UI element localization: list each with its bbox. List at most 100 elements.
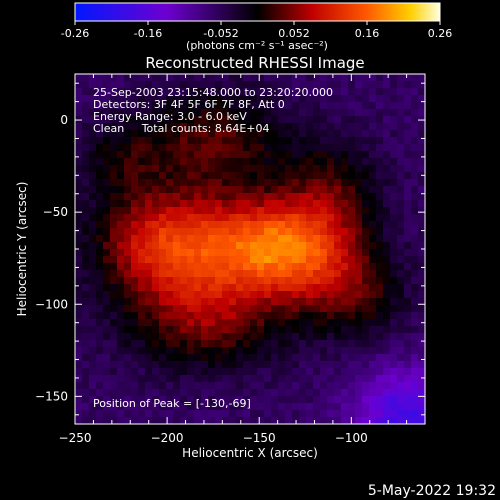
heatmap-cell <box>327 74 335 82</box>
heatmap-cell <box>397 410 405 418</box>
heatmap-cell <box>173 347 181 355</box>
heatmap-cell <box>229 347 237 355</box>
heatmap-cell <box>180 298 188 306</box>
y-tick-label: −100 <box>35 297 68 311</box>
heatmap-cell <box>264 235 272 243</box>
heatmap-cell <box>285 326 293 334</box>
heatmap-cell <box>376 410 384 418</box>
heatmap-cell <box>397 256 405 264</box>
heatmap-cell <box>82 137 90 145</box>
heatmap-cell <box>75 165 83 173</box>
heatmap-cell <box>313 221 321 229</box>
heatmap-cell <box>96 326 104 334</box>
heatmap-cell <box>229 137 237 145</box>
heatmap-cell <box>411 102 419 110</box>
heatmap-cell <box>404 284 412 292</box>
heatmap-cell <box>390 172 398 180</box>
heatmap-cell <box>173 305 181 313</box>
heatmap-cell <box>180 207 188 215</box>
heatmap-cell <box>131 186 139 194</box>
heatmap-cell <box>334 123 342 131</box>
heatmap-cell <box>390 165 398 173</box>
heatmap-cell <box>390 242 398 250</box>
heatmap-cell <box>166 326 174 334</box>
heatmap-cell <box>334 88 342 96</box>
heatmap-cell <box>187 382 195 390</box>
heatmap-cell <box>117 263 125 271</box>
heatmap-cell <box>411 144 419 152</box>
heatmap-cell <box>194 410 202 418</box>
heatmap-cell <box>341 368 349 376</box>
heatmap-cell <box>320 172 328 180</box>
heatmap-cell <box>411 130 419 138</box>
heatmap-cell <box>236 284 244 292</box>
heatmap-cell <box>257 228 265 236</box>
heatmap-cell <box>187 200 195 208</box>
heatmap-cell <box>89 277 97 285</box>
heatmap-cell <box>208 305 216 313</box>
heatmap-cell <box>299 417 307 425</box>
heatmap-cell <box>369 312 377 320</box>
heatmap-cell <box>257 207 265 215</box>
heatmap-cell <box>208 193 216 201</box>
heatmap-cell <box>327 347 335 355</box>
heatmap-cell <box>124 284 132 292</box>
heatmap-cell <box>285 235 293 243</box>
heatmap-cell <box>222 368 230 376</box>
heatmap-cell <box>292 158 300 166</box>
heatmap-cell <box>369 88 377 96</box>
heatmap-cell <box>110 249 118 257</box>
heatmap-cell <box>236 109 244 117</box>
heatmap-cell <box>292 326 300 334</box>
heatmap-cell <box>215 207 223 215</box>
heatmap-cell <box>390 410 398 418</box>
heatmap-cell <box>383 207 391 215</box>
heatmap-cell <box>327 207 335 215</box>
heatmap-cell <box>82 333 90 341</box>
heatmap-cell <box>278 228 286 236</box>
heatmap-cell <box>418 228 426 236</box>
heatmap-cell <box>187 326 195 334</box>
heatmap-cell <box>257 340 265 348</box>
heatmap-cell <box>250 81 258 89</box>
heatmap-cell <box>327 354 335 362</box>
heatmap-cell <box>194 109 202 117</box>
y-tick-label: 0 <box>60 113 68 127</box>
heatmap-cell <box>117 144 125 152</box>
heatmap-cell <box>82 151 90 159</box>
heatmap-cell <box>278 165 286 173</box>
heatmap-cell <box>278 193 286 201</box>
heatmap-cell <box>341 256 349 264</box>
heatmap-cell <box>131 375 139 383</box>
heatmap-cell <box>124 151 132 159</box>
heatmap-cell <box>271 81 279 89</box>
heatmap-cell <box>201 123 209 131</box>
heatmap-cell <box>187 375 195 383</box>
heatmap-cell <box>145 249 153 257</box>
heatmap-cell <box>75 340 83 348</box>
heatmap-cell <box>75 88 83 96</box>
heatmap-cell <box>250 235 258 243</box>
heatmap-cell <box>334 403 342 411</box>
heatmap-cell <box>264 242 272 250</box>
heatmap-cell <box>138 298 146 306</box>
heatmap-cell <box>180 74 188 82</box>
heatmap-cell <box>222 81 230 89</box>
heatmap-cell <box>201 326 209 334</box>
heatmap-cell <box>222 403 230 411</box>
heatmap-cell <box>257 116 265 124</box>
heatmap-cell <box>208 312 216 320</box>
heatmap-cell <box>362 88 370 96</box>
heatmap-cell <box>264 333 272 341</box>
heatmap-cell <box>166 88 174 96</box>
heatmap-cell <box>187 102 195 110</box>
heatmap-cell <box>404 186 412 194</box>
heatmap-cell <box>96 200 104 208</box>
heatmap-cell <box>131 109 139 117</box>
heatmap-cell <box>117 298 125 306</box>
heatmap-cell <box>271 326 279 334</box>
heatmap-cell <box>236 193 244 201</box>
heatmap-cell <box>271 249 279 257</box>
heatmap-cell <box>166 368 174 376</box>
heatmap-cell <box>201 165 209 173</box>
